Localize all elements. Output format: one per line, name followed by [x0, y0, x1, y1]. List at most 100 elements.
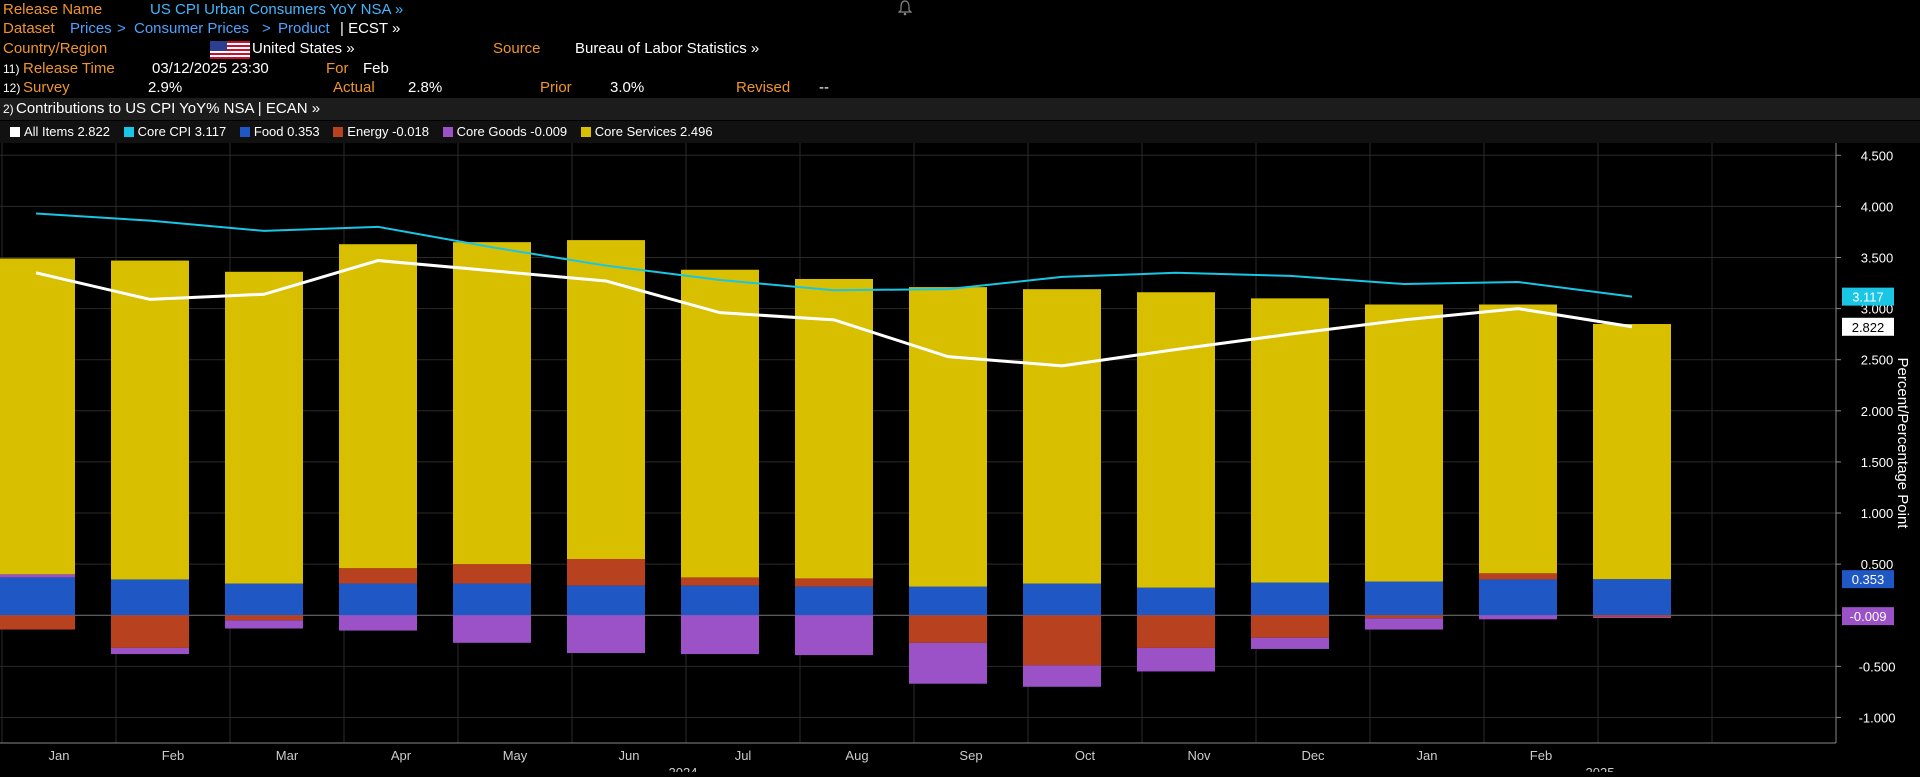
y-tick-label: -1.000: [1859, 710, 1896, 725]
bar-food[interactable]: [453, 583, 531, 616]
bar-core-services[interactable]: [1023, 289, 1101, 584]
dataset-tail[interactable]: | ECST »: [340, 20, 401, 37]
bar-food[interactable]: [1023, 583, 1101, 616]
legend-item-all-items[interactable]: All Items 2.822: [10, 121, 110, 143]
bar-core-goods[interactable]: [1593, 617, 1671, 618]
bar-energy[interactable]: [681, 577, 759, 586]
line-all-items[interactable]: [35, 259, 1633, 368]
x-tick-label: Jul: [735, 748, 752, 763]
bar-core-goods[interactable]: [225, 620, 303, 629]
bar-food[interactable]: [681, 585, 759, 616]
bar-energy[interactable]: [1023, 615, 1101, 666]
bar-energy[interactable]: [567, 559, 645, 586]
dataset-sep: >: [117, 20, 126, 37]
bar-core-services[interactable]: [567, 240, 645, 560]
bar-food[interactable]: [1251, 582, 1329, 616]
bar-core-goods[interactable]: [453, 615, 531, 643]
bar-core-goods[interactable]: [111, 647, 189, 655]
bar-energy[interactable]: [1251, 615, 1329, 638]
bar-core-services[interactable]: [111, 260, 189, 580]
bar-energy[interactable]: [795, 578, 873, 587]
bar-energy[interactable]: [1137, 615, 1215, 648]
bar-core-services[interactable]: [1365, 304, 1443, 582]
bar-core-goods[interactable]: [339, 615, 417, 631]
bar-energy[interactable]: [1365, 615, 1443, 619]
dataset-label: Dataset: [3, 20, 55, 37]
bar-core-goods[interactable]: [567, 615, 645, 654]
source-value[interactable]: Bureau of Labor Statistics »: [575, 40, 760, 57]
bar-core-goods[interactable]: [1023, 665, 1101, 687]
for-value: Feb: [363, 60, 389, 77]
bar-core-goods[interactable]: [1479, 615, 1557, 620]
bar-food[interactable]: [1365, 581, 1443, 616]
bar-core-goods[interactable]: [909, 642, 987, 684]
bar-core-services[interactable]: [453, 242, 531, 565]
legend-item-core-cpi[interactable]: Core CPI 3.117: [123, 121, 227, 143]
last-value-tag-bg: [1842, 570, 1894, 589]
bar-food[interactable]: [1593, 579, 1671, 616]
dataset-crumb-product[interactable]: Product: [278, 20, 330, 37]
bar-food[interactable]: [1137, 587, 1215, 616]
bar-energy[interactable]: [0, 615, 75, 630]
last-value-tag-bg: [1842, 287, 1894, 306]
legend-item-core-goods[interactable]: Core Goods -0.009: [442, 121, 567, 143]
prior-value: 3.0%: [610, 79, 645, 96]
us-flag-icon: [210, 41, 250, 59]
bar-food[interactable]: [1479, 579, 1557, 616]
bar-core-services[interactable]: [795, 278, 873, 579]
bar-energy[interactable]: [339, 568, 417, 584]
bar-food[interactable]: [0, 577, 75, 616]
bar-core-services[interactable]: [1137, 292, 1215, 588]
x-tick-label: Mar: [276, 748, 299, 763]
contributions-chart[interactable]: 4.5004.0003.5003.0002.5002.0001.5001.000…: [0, 143, 1920, 777]
bar-core-services[interactable]: [1251, 298, 1329, 583]
bar-core-goods[interactable]: [1137, 647, 1215, 672]
line-core-cpi[interactable]: [35, 212, 1633, 298]
bar-core-services[interactable]: [681, 269, 759, 578]
bar-food[interactable]: [339, 583, 417, 616]
bar-core-goods[interactable]: [681, 615, 759, 655]
bar-energy[interactable]: [1479, 573, 1557, 580]
bar-food[interactable]: [567, 585, 645, 616]
legend-item-core-services[interactable]: Core Services 2.496: [580, 121, 713, 143]
chart-area[interactable]: 4.500 4.000 3.500 3.000 2.500 2.000 1.500 1.000…: [0, 143, 1920, 777]
bar-food[interactable]: [795, 586, 873, 616]
bar-food[interactable]: [225, 583, 303, 616]
bar-energy[interactable]: [909, 615, 987, 643]
legend-item-food[interactable]: Food 0.353: [239, 121, 320, 143]
bar-core-services[interactable]: [909, 287, 987, 587]
y-axis-label: Percent/Percentage Point: [1894, 358, 1911, 530]
actual-label: Actual: [333, 79, 375, 96]
bar-core-goods[interactable]: [0, 574, 75, 578]
release-name-link[interactable]: US CPI Urban Consumers YoY NSA »: [150, 1, 404, 18]
bar-food[interactable]: [111, 579, 189, 616]
x-tick-label: Sep: [959, 748, 982, 763]
bar-core-services[interactable]: [1479, 304, 1557, 574]
bar-food[interactable]: [909, 586, 987, 616]
bar-energy[interactable]: [111, 615, 189, 648]
bell-icon[interactable]: [898, 0, 912, 16]
bar-core-services[interactable]: [1593, 324, 1671, 580]
y-tick-label: 2.000: [1861, 404, 1894, 419]
dataset-crumb-consumer-prices[interactable]: Consumer Prices: [134, 20, 250, 37]
last-value-tag: -0.009: [1850, 609, 1887, 624]
dataset-crumb-prices[interactable]: Prices: [70, 20, 112, 37]
bar-core-services[interactable]: [225, 271, 303, 584]
bar-energy[interactable]: [1593, 615, 1671, 618]
y-tick-label: 1.500: [1861, 455, 1894, 470]
country-value[interactable]: United States »: [252, 40, 355, 57]
bar-core-goods[interactable]: [1251, 637, 1329, 649]
legend-item-energy[interactable]: Energy -0.018: [333, 121, 429, 143]
bar-core-goods[interactable]: [795, 615, 873, 656]
survey-num: 12): [3, 81, 21, 95]
release-time-num: 11): [3, 62, 20, 76]
y-tick-label: 2.500: [1861, 353, 1894, 368]
bar-core-goods[interactable]: [1365, 618, 1443, 630]
bar-core-services[interactable]: [339, 244, 417, 569]
chart-panel-title[interactable]: Contributions to US CPI YoY% NSA | ECAN …: [16, 100, 321, 117]
bar-energy[interactable]: [453, 564, 531, 584]
legend-label: Core CPI 3.117: [137, 124, 227, 139]
bar-core-services[interactable]: [0, 258, 75, 575]
bar-energy[interactable]: [225, 615, 303, 621]
revised-label: Revised: [736, 79, 791, 96]
